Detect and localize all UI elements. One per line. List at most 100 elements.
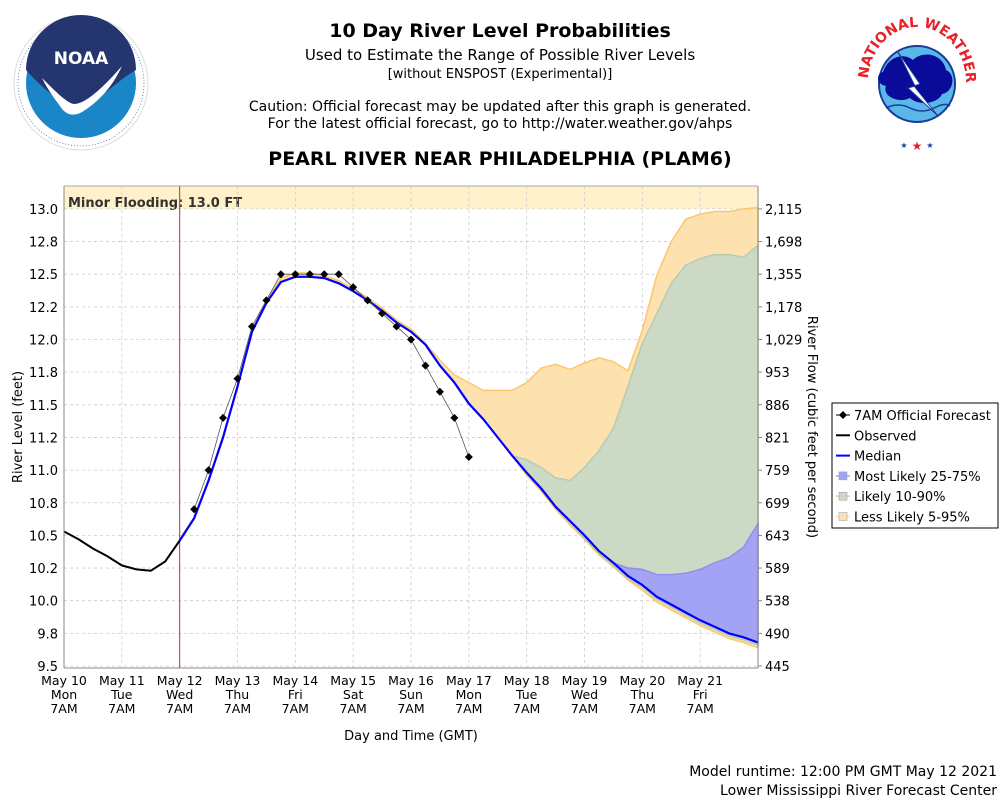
y2-tick-label: 589: [765, 562, 790, 577]
noaa-logo: NOAA: [13, 15, 149, 151]
minor-flood-zone: [64, 186, 758, 209]
y-tick-label: 12.2: [29, 301, 58, 316]
legend-swatch-band_5_95: [838, 512, 848, 521]
x-tick-time: 7AM: [224, 701, 251, 716]
official-forecast-line: [193, 273, 470, 510]
y2-tick-label: 821: [765, 431, 790, 446]
x-tick-time: 7AM: [397, 701, 424, 716]
svg-text:★: ★: [900, 141, 907, 150]
x-tick-weekday: Fri: [288, 687, 303, 702]
x-tick-date: May 16: [388, 673, 434, 688]
legend-label-band_10_90: Likely 10-90%: [854, 490, 945, 505]
x-tick-date: May 14: [272, 673, 318, 688]
forecast-point: [392, 322, 401, 331]
forecast-point: [450, 413, 459, 422]
y2-tick-label: 1,029: [765, 334, 802, 349]
x-tick-time: 7AM: [108, 701, 135, 716]
forecast-center: Lower Mississippi River Forecast Center: [720, 783, 997, 799]
x-tick-time: 7AM: [629, 701, 656, 716]
x-tick-time: 7AM: [513, 701, 540, 716]
y2-tick-label: 445: [765, 660, 790, 675]
x-tick-weekday: Mon: [456, 687, 482, 702]
model-runtime: Model runtime: 12:00 PM GMT May 12 2021: [689, 764, 997, 780]
legend-label-forecast: 7AM Official Forecast: [854, 409, 991, 424]
caution-text: Caution: Official forecast may be update…: [248, 99, 752, 115]
forecast-point: [435, 387, 444, 396]
y2-tick-label: 538: [765, 595, 790, 610]
y2-tick-label: 953: [765, 366, 790, 381]
y2-axis-title: River Flow (cubic feet per second): [804, 316, 819, 538]
y-tick-label: 11.2: [29, 431, 58, 446]
legend-label-observed: Observed: [854, 429, 917, 444]
y-tick-label: 10.8: [29, 497, 58, 512]
chart-title: 10 Day River Level Probabilities: [329, 20, 671, 42]
y2-tick-label: 699: [765, 497, 790, 512]
forecast-point: [407, 335, 415, 344]
svg-text:★: ★: [926, 141, 933, 150]
x-tick-weekday: Wed: [166, 687, 193, 702]
x-tick-weekday: Thu: [225, 687, 249, 702]
minor-flooding-label: Minor Flooding: 13.0 FT: [68, 196, 242, 211]
forecast-point: [305, 270, 314, 279]
legend-swatch-band_10_90: [838, 491, 848, 501]
x-tick-weekday: Sat: [343, 687, 364, 702]
legend-label-median: Median: [854, 450, 901, 465]
y-tick-label: 9.5: [37, 660, 58, 675]
observed-line: [63, 530, 181, 572]
forecast-point: [464, 453, 473, 462]
x-axis-title: Day and Time (GMT): [344, 729, 478, 744]
legend-diamond-icon: [839, 411, 847, 419]
y-tick-label: 10.0: [29, 595, 58, 610]
x-tick-date: May 21: [677, 673, 723, 688]
y-tick-label: 11.5: [29, 399, 58, 414]
x-tick-weekday: Fri: [693, 687, 708, 702]
svg-text:★: ★: [912, 139, 923, 153]
x-tick-date: May 20: [619, 673, 665, 688]
y-tick-label: 10.2: [29, 562, 58, 577]
forecast-point: [320, 270, 329, 279]
chart-subtitle-experimental: [without ENSPOST (Experimental)]: [387, 67, 613, 82]
nws-logo: NATIONAL WEATHER SERVICE ★ ★ ★: [858, 12, 976, 153]
y-tick-label: 11.8: [29, 366, 58, 381]
x-tick-weekday: Mon: [51, 687, 77, 702]
x-tick-time: 7AM: [571, 701, 598, 716]
forecast-point: [276, 270, 285, 279]
x-tick-time: 7AM: [340, 701, 367, 716]
x-tick-time: 7AM: [50, 701, 77, 716]
x-tick-date: May 15: [330, 673, 376, 688]
x-tick-date: May 12: [157, 673, 203, 688]
forecast-point: [421, 361, 430, 370]
x-tick-date: May 19: [562, 673, 608, 688]
forecast-point: [291, 270, 300, 279]
x-tick-weekday: Thu: [630, 687, 654, 702]
legend-box: [831, 402, 999, 529]
x-tick-weekday: Wed: [571, 687, 598, 702]
y2-tick-label: 759: [765, 464, 790, 479]
y-tick-label: 12.8: [29, 236, 58, 251]
forecast-point: [233, 374, 242, 383]
svg-text:NOAA: NOAA: [54, 49, 109, 69]
forecast-point: [219, 413, 228, 422]
forecast-point: [334, 270, 343, 279]
x-tick-weekday: Tue: [110, 687, 133, 702]
x-tick-time: 7AM: [166, 701, 193, 716]
x-tick-time: 7AM: [455, 701, 482, 716]
legend-swatch-band_25_75: [838, 471, 848, 481]
y-tick-label: 11.0: [29, 464, 58, 479]
y-tick-label: 13.0: [29, 203, 58, 218]
y2-tick-label: 1,178: [765, 301, 802, 316]
x-tick-date: May 10: [41, 673, 87, 688]
median-line: [178, 275, 759, 644]
x-tick-time: 7AM: [687, 701, 714, 716]
forecast-point: [247, 322, 256, 331]
y-tick-label: 12.0: [29, 334, 58, 349]
y2-tick-label: 490: [765, 627, 790, 642]
y-tick-label: 12.5: [29, 268, 58, 283]
forecast-point: [363, 296, 372, 305]
y2-tick-label: 1,698: [765, 236, 802, 251]
y2-tick-label: 643: [765, 529, 790, 544]
station-title: PEARL RIVER NEAR PHILADELPHIA (PLAM6): [268, 148, 732, 170]
y2-tick-label: 1,355: [765, 268, 802, 283]
forecast-point: [204, 466, 213, 475]
